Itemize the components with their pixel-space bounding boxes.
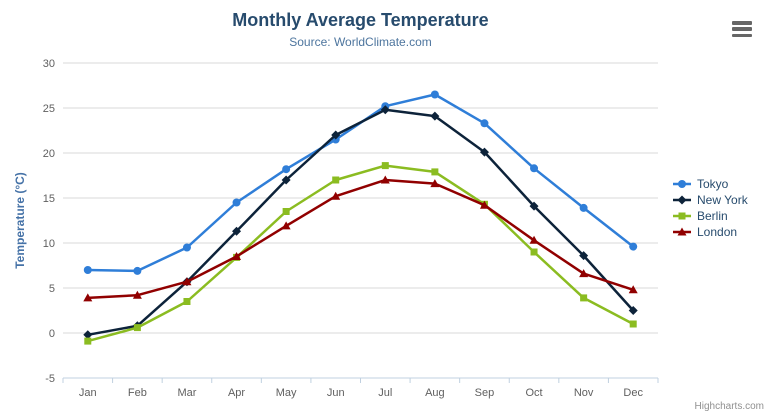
legend: Tokyo New York Berlin London <box>672 176 748 240</box>
svg-text:Oct: Oct <box>525 387 542 399</box>
legend-label: Berlin <box>697 209 728 223</box>
legend-item-tokyo[interactable]: Tokyo <box>672 176 748 192</box>
svg-text:Jan: Jan <box>79 387 97 399</box>
svg-text:0: 0 <box>49 328 55 340</box>
chart-title: Monthly Average Temperature <box>232 10 489 30</box>
svg-text:Mar: Mar <box>177 387 196 399</box>
legend-diamond-icon <box>673 195 691 205</box>
series-berlin[interactable] <box>84 162 637 345</box>
legend-label: New York <box>697 193 748 207</box>
series-tokyo[interactable] <box>83 90 638 275</box>
series-new-york[interactable] <box>83 105 638 340</box>
y-grid-and-labels: -5 0 5 10 15 20 25 30 <box>43 58 658 385</box>
legend-item-new-york[interactable]: New York <box>672 192 748 208</box>
svg-text:Jun: Jun <box>327 387 345 399</box>
y-axis-title: Temperature (°C) <box>13 172 27 269</box>
svg-text:Sep: Sep <box>475 387 495 399</box>
svg-text:Aug: Aug <box>425 387 445 399</box>
svg-text:25: 25 <box>43 103 55 115</box>
legend-label: Tokyo <box>697 177 729 191</box>
series-london[interactable] <box>83 175 638 302</box>
x-axis: Jan Feb Mar Apr May Jun Jul Aug Sep Oct Nov Dec <box>62 377 659 399</box>
legend-triangle-icon <box>673 227 691 236</box>
hamburger-bar <box>732 33 752 37</box>
hamburger-bar <box>732 21 752 25</box>
svg-text:Jul: Jul <box>378 387 392 399</box>
svg-text:10: 10 <box>43 238 55 250</box>
legend-circle-icon <box>673 180 691 188</box>
svg-text:Apr: Apr <box>228 387 245 399</box>
svg-text:30: 30 <box>43 58 55 70</box>
legend-square-icon <box>673 212 691 220</box>
hamburger-bar <box>732 27 752 31</box>
credits-link[interactable]: Highcharts.com <box>694 401 764 412</box>
legend-label: London <box>697 225 738 239</box>
svg-text:May: May <box>276 387 297 399</box>
hamburger-menu-icon[interactable] <box>730 19 754 39</box>
svg-text:15: 15 <box>43 193 55 205</box>
svg-text:5: 5 <box>49 283 55 295</box>
svg-text:Nov: Nov <box>574 387 594 399</box>
svg-text:Feb: Feb <box>128 387 147 399</box>
legend-item-london[interactable]: London <box>672 224 748 240</box>
svg-text:Dec: Dec <box>623 387 643 399</box>
svg-text:20: 20 <box>43 148 55 160</box>
legend-item-berlin[interactable]: Berlin <box>672 208 748 224</box>
chart-subtitle: Source: WorldClimate.com <box>289 35 432 49</box>
svg-text:-5: -5 <box>45 373 55 385</box>
